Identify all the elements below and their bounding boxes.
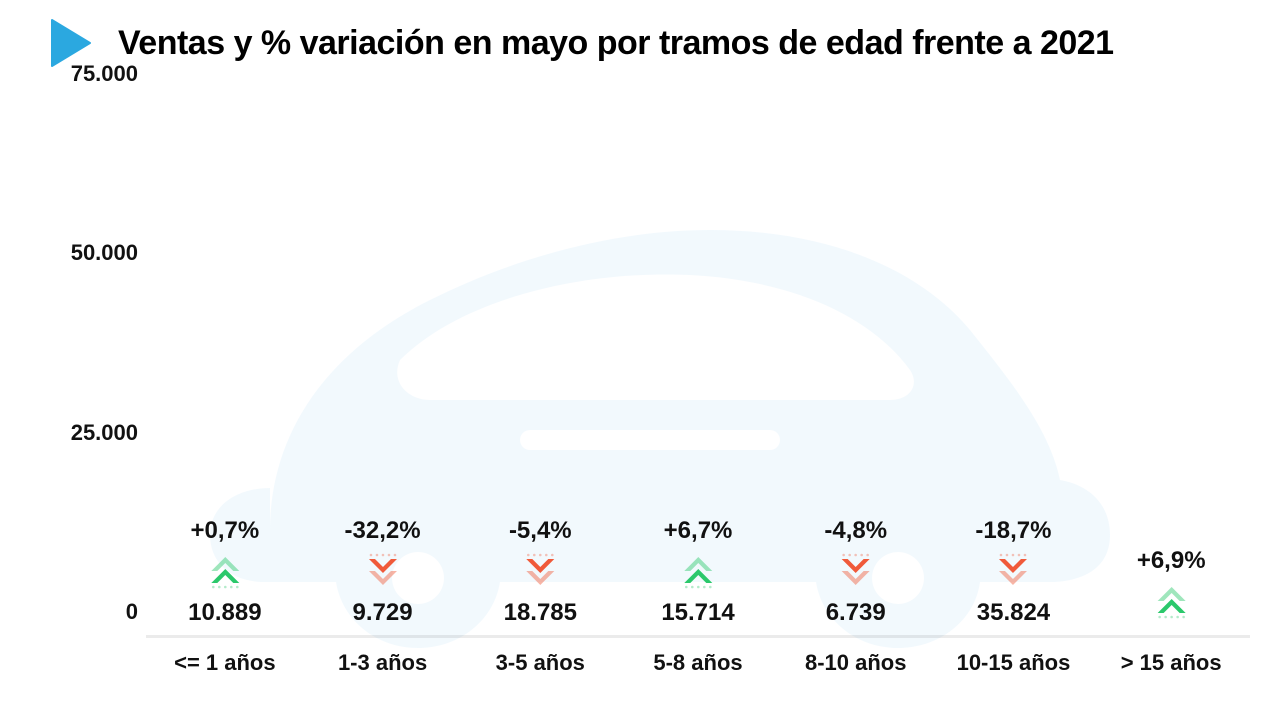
variation-pct: -5,4% [509,517,572,545]
bar-annotation: -5,4% 18.785 [504,517,577,627]
bar-value: 10.889 [188,599,261,627]
arrow-down-icon [838,549,874,593]
x-label: > 15 años [1092,638,1250,690]
x-label: 1-3 años [304,638,462,690]
bar-annotation: -18,7% 35.824 [975,517,1051,627]
variation-pct: -4,8% [824,517,887,545]
variation-pct: -18,7% [975,517,1051,545]
arrow-down-icon [365,549,401,593]
bar-value: 18.785 [504,599,577,627]
page: Ventas y % variación en mayo por tramos … [0,0,1280,720]
plot-area: +0,7% 10.889 -32,2% [146,100,1250,638]
arrow-up-icon [1153,579,1189,623]
bar-value: 15.714 [661,599,734,627]
x-label: 3-5 años [461,638,619,690]
bar-value: 9.729 [353,599,413,627]
bar-annotation-top: +6,9% [1137,547,1206,627]
bars-container: +0,7% 10.889 -32,2% [146,100,1250,638]
x-label: 8-10 años [777,638,935,690]
x-label: <= 1 años [146,638,304,690]
y-tick: 75.000 [71,61,138,87]
bar-annotation: -32,2% 9.729 [345,517,421,627]
sales-bar-chart: 025.00050.00075.000 +0,7% 10.889-32,2% [56,100,1250,690]
y-tick: 50.000 [71,240,138,266]
x-label: 10-15 años [935,638,1093,690]
variation-pct: -32,2% [345,517,421,545]
x-label: 5-8 años [619,638,777,690]
y-tick: 25.000 [71,420,138,446]
arrow-down-icon [995,549,1031,593]
bar-annotation: -4,8% 6.739 [824,517,887,627]
page-title: Ventas y % variación en mayo por tramos … [118,24,1114,63]
arrow-up-icon [207,549,243,593]
arrow-down-icon [522,549,558,593]
arrow-up-icon [680,549,716,593]
bar-value: 6.739 [826,599,886,627]
bar-annotation: +6,7% 15.714 [661,517,734,627]
y-tick: 0 [126,599,138,625]
bar-annotation: +0,7% 10.889 [188,517,261,627]
y-axis: 025.00050.00075.000 [56,100,146,638]
variation-pct: +6,7% [664,517,733,545]
variation-pct: +6,9% [1137,547,1206,575]
variation-pct: +0,7% [191,517,260,545]
bar-value: 35.824 [977,599,1050,627]
x-axis: <= 1 años1-3 años3-5 años5-8 años8-10 añ… [146,638,1250,690]
title-row: Ventas y % variación en mayo por tramos … [48,18,1114,68]
